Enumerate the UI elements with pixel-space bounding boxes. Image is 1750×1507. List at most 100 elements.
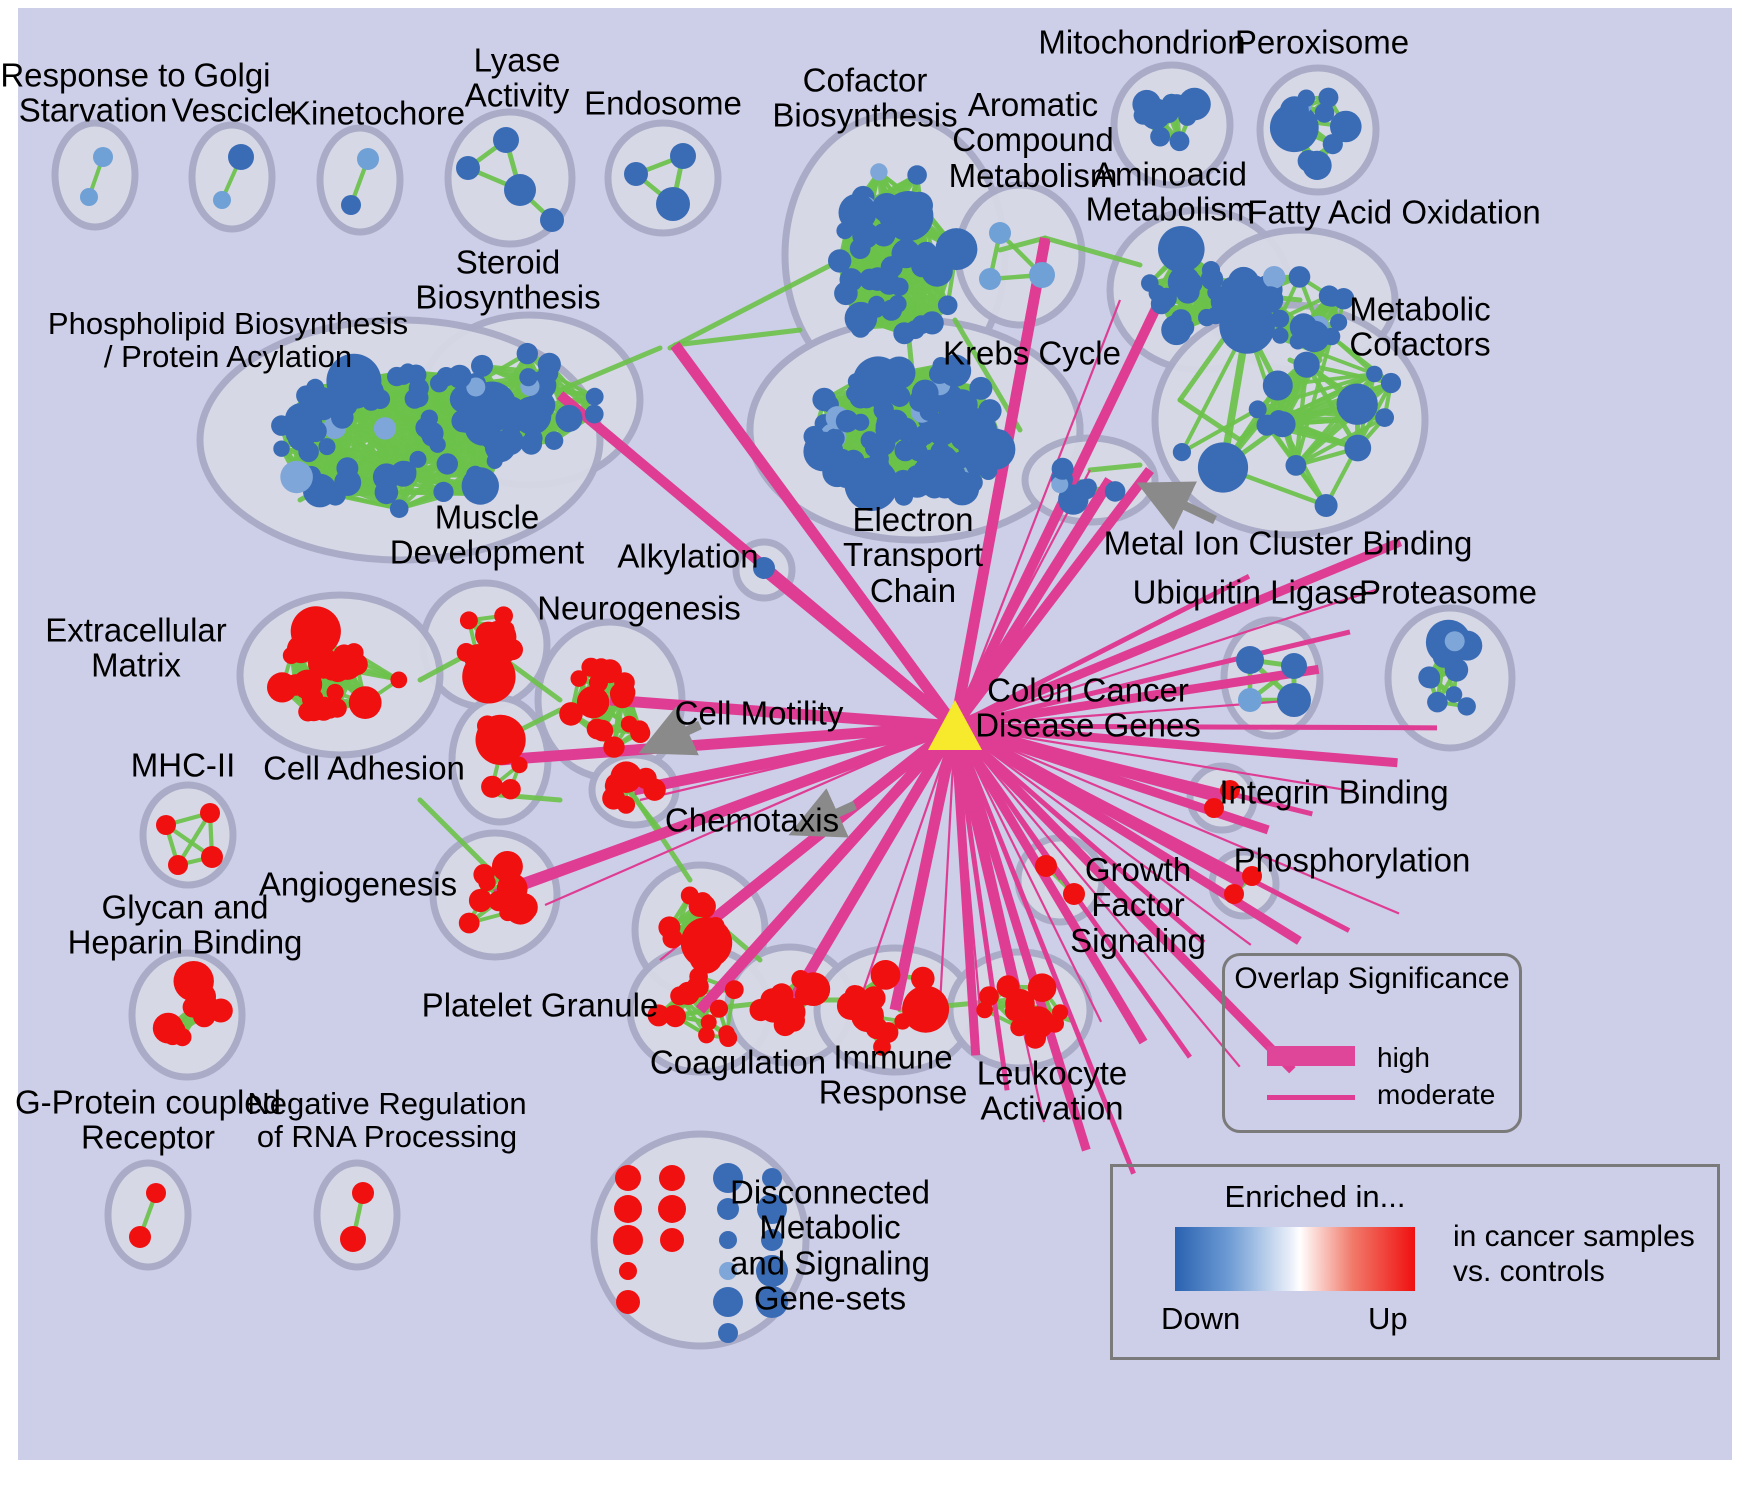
gene-set-node[interactable]	[505, 408, 528, 432]
gene-set-node[interactable]	[927, 416, 957, 446]
gene-set-node[interactable]	[762, 1168, 782, 1188]
gene-set-node[interactable]	[919, 402, 939, 422]
gene-set-node[interactable]	[1421, 670, 1441, 689]
gene-set-node[interactable]	[680, 886, 699, 905]
gene-set-node[interactable]	[1035, 855, 1057, 877]
gene-set-node[interactable]	[1104, 481, 1126, 502]
gene-set-node[interactable]	[828, 249, 852, 273]
gene-set-node[interactable]	[1169, 131, 1190, 152]
gene-set-node[interactable]	[849, 386, 872, 409]
gene-set-node[interactable]	[1314, 103, 1335, 123]
gene-set-node[interactable]	[1063, 883, 1085, 905]
gene-set-node[interactable]	[1289, 313, 1318, 341]
gene-set-node[interactable]	[586, 718, 608, 740]
gene-set-node[interactable]	[918, 991, 941, 1014]
gene-set-node[interactable]	[860, 431, 879, 450]
gene-set-node[interactable]	[1150, 126, 1170, 147]
hub-triangle[interactable]	[928, 700, 982, 750]
gene-set-node[interactable]	[395, 461, 417, 483]
gene-set-node[interactable]	[267, 672, 298, 703]
gene-set-node[interactable]	[280, 460, 313, 494]
gene-set-node[interactable]	[538, 363, 559, 384]
gene-set-node[interactable]	[658, 916, 681, 939]
gene-set-node[interactable]	[341, 195, 361, 215]
gene-set-node[interactable]	[373, 417, 397, 440]
gene-set-node[interactable]	[1366, 365, 1383, 383]
gene-set-node[interactable]	[1165, 94, 1188, 117]
gene-set-node[interactable]	[706, 917, 725, 935]
gene-set-node[interactable]	[1200, 267, 1224, 291]
gene-set-node[interactable]	[374, 480, 399, 505]
gene-set-node[interactable]	[1281, 653, 1307, 679]
gene-set-node[interactable]	[1256, 414, 1278, 436]
gene-set-node[interactable]	[436, 453, 458, 475]
gene-set-node[interactable]	[1051, 457, 1074, 480]
gene-set-node[interactable]	[834, 281, 858, 306]
gene-set-node[interactable]	[956, 431, 979, 454]
gene-set-node[interactable]	[756, 1255, 788, 1287]
gene-set-node[interactable]	[845, 1001, 863, 1019]
gene-set-node[interactable]	[1175, 279, 1200, 304]
gene-set-node[interactable]	[757, 1194, 787, 1224]
gene-set-node[interactable]	[851, 474, 872, 495]
gene-set-node[interactable]	[1262, 370, 1293, 401]
gene-set-node[interactable]	[357, 148, 379, 170]
gene-set-node[interactable]	[937, 295, 958, 316]
gene-set-node[interactable]	[486, 724, 518, 757]
gene-set-node[interactable]	[616, 1290, 640, 1314]
gene-set-node[interactable]	[584, 404, 604, 424]
gene-set-node[interactable]	[911, 966, 935, 991]
gene-set-node[interactable]	[719, 1262, 737, 1280]
gene-set-node[interactable]	[468, 888, 493, 913]
gene-set-node[interactable]	[459, 611, 478, 630]
gene-set-node[interactable]	[213, 191, 231, 209]
gene-set-node[interactable]	[663, 1005, 685, 1026]
gene-set-node[interactable]	[894, 439, 917, 462]
gene-set-node[interactable]	[1220, 780, 1240, 800]
gene-set-node[interactable]	[850, 317, 871, 338]
gene-set-node[interactable]	[894, 1013, 911, 1030]
gene-set-node[interactable]	[1004, 1001, 1025, 1021]
gene-set-node[interactable]	[1141, 274, 1159, 292]
gene-set-node[interactable]	[1293, 351, 1320, 378]
gene-set-node[interactable]	[658, 1195, 686, 1223]
gene-set-node[interactable]	[298, 441, 319, 463]
gene-set-node[interactable]	[660, 1228, 684, 1252]
gene-set-node[interactable]	[458, 912, 480, 934]
gene-set-node[interactable]	[481, 775, 504, 798]
gene-set-node[interactable]	[853, 214, 870, 231]
gene-set-node[interactable]	[201, 846, 223, 868]
gene-set-node[interactable]	[915, 241, 938, 264]
gene-set-node[interactable]	[473, 864, 495, 886]
gene-set-node[interactable]	[173, 961, 214, 1002]
gene-set-node[interactable]	[1330, 110, 1362, 143]
gene-set-node[interactable]	[825, 428, 845, 449]
gene-set-node[interactable]	[504, 174, 536, 206]
gene-set-node[interactable]	[719, 1029, 738, 1047]
gene-set-node[interactable]	[870, 163, 888, 181]
gene-set-node[interactable]	[420, 409, 438, 427]
gene-set-node[interactable]	[585, 387, 604, 406]
gene-set-node[interactable]	[430, 374, 449, 393]
gene-set-node[interactable]	[656, 187, 690, 221]
gene-set-node[interactable]	[1204, 798, 1224, 818]
gene-set-node[interactable]	[920, 311, 944, 335]
gene-set-node[interactable]	[540, 208, 564, 232]
gene-set-node[interactable]	[1236, 646, 1264, 674]
gene-set-node[interactable]	[905, 320, 925, 340]
gene-set-node[interactable]	[939, 456, 961, 477]
gene-set-node[interactable]	[841, 202, 860, 221]
gene-set-node[interactable]	[471, 354, 493, 377]
gene-set-node[interactable]	[869, 449, 889, 469]
gene-set-node[interactable]	[756, 1286, 788, 1318]
gene-set-node[interactable]	[939, 395, 959, 414]
gene-set-node[interactable]	[605, 773, 626, 794]
gene-set-node[interactable]	[1330, 313, 1348, 331]
gene-set-node[interactable]	[322, 702, 339, 719]
gene-set-node[interactable]	[282, 647, 300, 664]
gene-set-node[interactable]	[713, 1163, 743, 1193]
gene-set-node[interactable]	[501, 639, 523, 661]
gene-set-node[interactable]	[93, 147, 113, 167]
gene-set-node[interactable]	[273, 440, 290, 457]
gene-set-node[interactable]	[883, 191, 934, 241]
